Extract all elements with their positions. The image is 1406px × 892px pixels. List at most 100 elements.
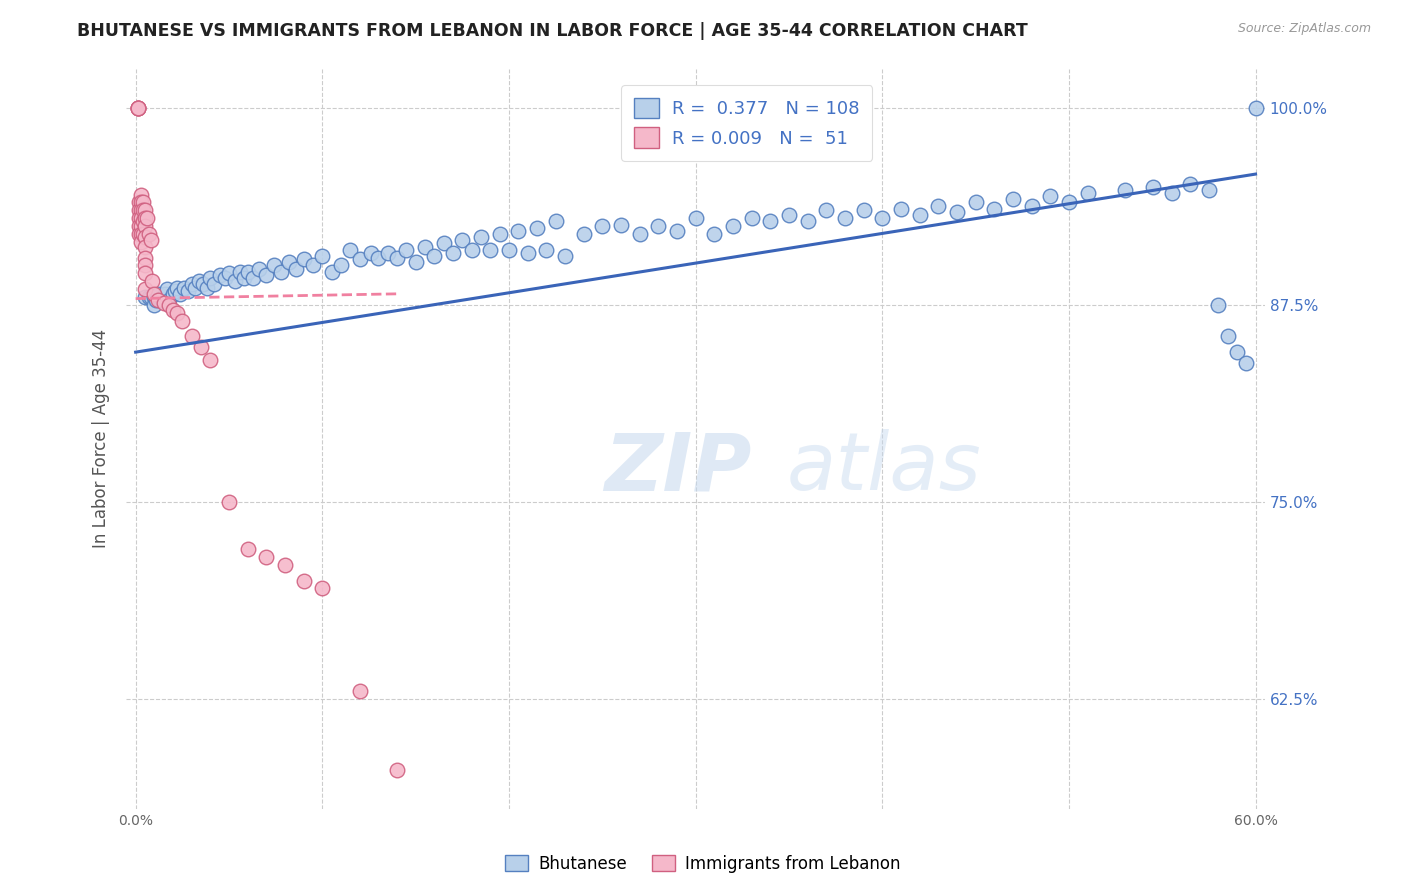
Point: [145, 293, 167, 307]
Point: [128, 219, 150, 233]
Point: [166, 280, 188, 294]
Point: [741, 211, 763, 226]
Point: [554, 249, 576, 263]
Point: [796, 214, 818, 228]
Point: [311, 249, 333, 263]
Point: [135, 211, 157, 226]
Text: Source: ZipAtlas.com: Source: ZipAtlas.com: [1237, 22, 1371, 36]
Point: [1039, 189, 1062, 203]
Point: [242, 271, 264, 285]
Point: [128, 203, 150, 218]
Point: [349, 252, 371, 267]
Point: [134, 290, 156, 304]
Point: [138, 290, 160, 304]
Point: [321, 265, 343, 279]
Point: [236, 542, 259, 557]
Point: [852, 203, 875, 218]
Point: [195, 280, 218, 294]
Point: [479, 243, 502, 257]
Y-axis label: In Labor Force | Age 35-44: In Labor Force | Age 35-44: [93, 329, 110, 549]
Point: [128, 227, 150, 241]
Point: [184, 280, 207, 294]
Point: [129, 219, 152, 233]
Text: BHUTANESE VS IMMIGRANTS FROM LEBANON IN LABOR FORCE | AGE 35-44 CORRELATION CHAR: BHUTANESE VS IMMIGRANTS FROM LEBANON IN …: [77, 22, 1028, 40]
Point: [132, 195, 155, 210]
Point: [152, 293, 174, 307]
Point: [134, 251, 156, 265]
Point: [127, 101, 149, 115]
Point: [572, 227, 595, 241]
Point: [983, 202, 1005, 216]
Point: [134, 259, 156, 273]
Point: [1206, 298, 1229, 312]
Point: [610, 218, 633, 232]
Point: [149, 293, 172, 307]
Point: [129, 235, 152, 249]
Point: [218, 266, 240, 280]
Point: [143, 298, 166, 312]
Point: [395, 243, 418, 257]
Point: [129, 195, 152, 210]
Point: [1021, 198, 1043, 212]
Point: [134, 203, 156, 218]
Point: [128, 195, 150, 210]
Point: [1198, 183, 1220, 197]
Legend: R =  0.377   N = 108, R = 0.009   N =  51: R = 0.377 N = 108, R = 0.009 N = 51: [621, 85, 872, 161]
Point: [218, 495, 240, 509]
Point: [202, 277, 225, 292]
Point: [129, 211, 152, 226]
Point: [134, 282, 156, 296]
Point: [1216, 329, 1239, 343]
Point: [946, 205, 969, 219]
Point: [200, 271, 222, 285]
Point: [152, 296, 174, 310]
Point: [360, 245, 382, 260]
Point: [173, 280, 195, 294]
Point: [191, 277, 214, 292]
Text: ZIP: ZIP: [605, 429, 752, 508]
Point: [1226, 345, 1249, 359]
Point: [1234, 356, 1257, 370]
Point: [544, 214, 567, 228]
Point: [157, 298, 180, 312]
Point: [329, 259, 352, 273]
Text: atlas: atlas: [787, 429, 981, 508]
Point: [834, 211, 856, 226]
Point: [156, 282, 179, 296]
Point: [1077, 186, 1099, 200]
Point: [150, 293, 173, 307]
Point: [413, 239, 436, 253]
Point: [232, 271, 254, 285]
Point: [270, 265, 292, 279]
Point: [815, 203, 838, 218]
Point: [134, 230, 156, 244]
Point: [908, 208, 931, 222]
Point: [367, 251, 389, 265]
Point: [180, 277, 202, 292]
Point: [498, 243, 520, 257]
Point: [169, 286, 191, 301]
Point: [385, 763, 408, 777]
Point: [162, 286, 184, 301]
Point: [134, 239, 156, 253]
Point: [247, 261, 270, 276]
Point: [143, 290, 166, 304]
Point: [139, 233, 162, 247]
Point: [190, 340, 212, 354]
Point: [139, 290, 162, 304]
Point: [685, 211, 707, 226]
Point: [129, 227, 152, 241]
Point: [628, 227, 651, 241]
Point: [263, 259, 285, 273]
Point: [349, 684, 371, 698]
Point: [180, 329, 202, 343]
Point: [1180, 177, 1202, 191]
Point: [162, 302, 184, 317]
Point: [647, 219, 669, 233]
Legend: Bhutanese, Immigrants from Lebanon: Bhutanese, Immigrants from Lebanon: [498, 848, 908, 880]
Point: [311, 582, 333, 596]
Point: [134, 266, 156, 280]
Point: [172, 313, 194, 327]
Point: [155, 286, 177, 301]
Point: [155, 293, 177, 307]
